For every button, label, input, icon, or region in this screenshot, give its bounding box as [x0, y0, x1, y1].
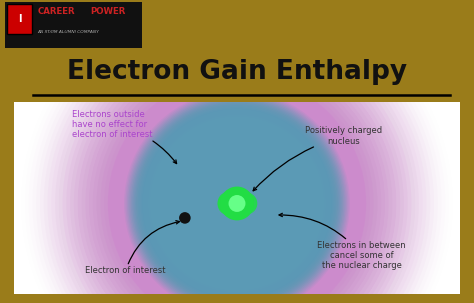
Ellipse shape [47, 14, 427, 303]
Ellipse shape [59, 25, 415, 303]
Ellipse shape [108, 74, 366, 303]
Ellipse shape [124, 91, 350, 303]
Ellipse shape [100, 67, 374, 303]
Ellipse shape [89, 55, 385, 303]
Text: Electrons in between
cancel some of
the nuclear charge: Electrons in between cancel some of the … [279, 213, 406, 270]
Ellipse shape [82, 48, 392, 303]
Ellipse shape [232, 194, 254, 216]
Ellipse shape [142, 108, 332, 298]
Ellipse shape [228, 195, 246, 212]
Ellipse shape [220, 187, 254, 220]
Ellipse shape [232, 191, 254, 213]
Text: CAREER: CAREER [38, 7, 75, 16]
Ellipse shape [150, 117, 324, 290]
Ellipse shape [235, 192, 257, 215]
Ellipse shape [129, 96, 345, 303]
Ellipse shape [134, 100, 340, 303]
Text: AN IIT/IIM ALUMNI COMPANY: AN IIT/IIM ALUMNI COMPANY [38, 30, 100, 34]
FancyBboxPatch shape [5, 2, 142, 48]
Ellipse shape [147, 114, 327, 293]
Text: Electron Gain Enthalpy: Electron Gain Enthalpy [67, 59, 407, 85]
Ellipse shape [127, 93, 347, 303]
Ellipse shape [128, 95, 346, 303]
FancyBboxPatch shape [14, 102, 460, 294]
Ellipse shape [63, 29, 411, 303]
Ellipse shape [74, 40, 400, 303]
Ellipse shape [138, 104, 336, 303]
Ellipse shape [66, 33, 408, 303]
Ellipse shape [146, 112, 328, 295]
Text: POWER: POWER [90, 7, 125, 16]
Ellipse shape [126, 92, 348, 303]
Ellipse shape [85, 52, 389, 303]
Ellipse shape [145, 111, 329, 296]
Ellipse shape [150, 117, 324, 290]
Ellipse shape [131, 97, 343, 303]
Ellipse shape [78, 44, 396, 303]
Ellipse shape [143, 110, 331, 297]
Ellipse shape [218, 193, 240, 215]
Ellipse shape [140, 107, 334, 300]
Ellipse shape [97, 63, 377, 303]
Ellipse shape [55, 22, 419, 303]
Ellipse shape [104, 71, 370, 303]
Ellipse shape [139, 106, 335, 301]
Ellipse shape [224, 191, 246, 213]
Ellipse shape [218, 192, 240, 214]
Ellipse shape [132, 99, 342, 303]
Text: I: I [18, 14, 22, 24]
Text: Electrons outside
have no effect for
electron of interest: Electrons outside have no effect for ele… [72, 110, 177, 164]
Ellipse shape [224, 194, 246, 216]
Ellipse shape [93, 59, 381, 303]
Text: Positively charged
nucleus: Positively charged nucleus [253, 126, 383, 191]
Ellipse shape [179, 212, 191, 224]
Ellipse shape [137, 103, 337, 303]
Ellipse shape [70, 37, 404, 303]
FancyBboxPatch shape [8, 4, 32, 35]
Ellipse shape [149, 115, 325, 292]
Text: Electron of interest: Electron of interest [85, 221, 180, 275]
Ellipse shape [108, 74, 366, 303]
Ellipse shape [51, 18, 423, 303]
Ellipse shape [135, 102, 339, 303]
